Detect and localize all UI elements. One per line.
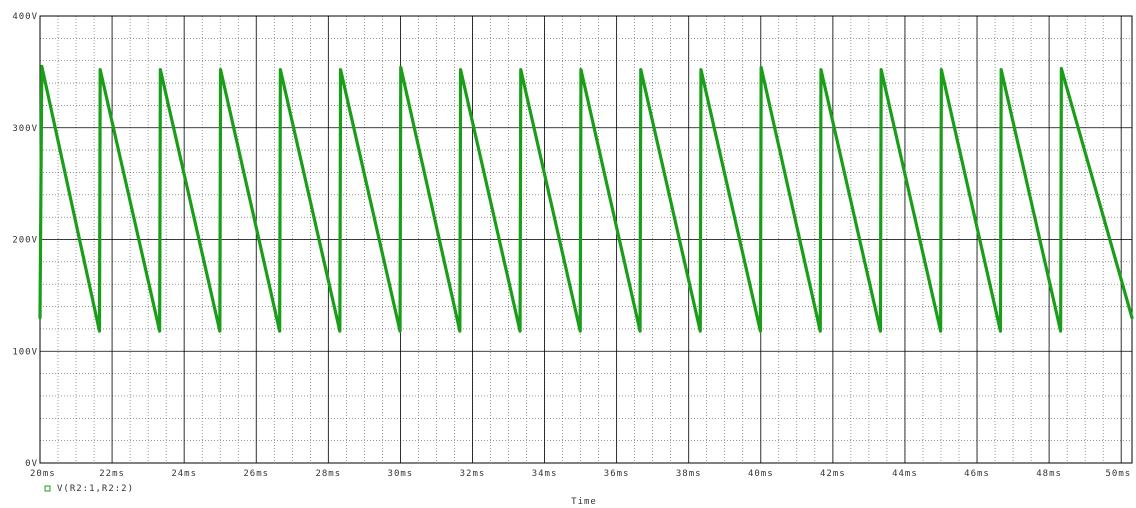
x-tick-label: 22ms: [99, 469, 125, 479]
y-axis-ticks: 0V 100V 200V 300V 400V: [12, 12, 38, 469]
x-tick-label: 30ms: [388, 469, 414, 479]
x-tick-label: 50ms: [1106, 469, 1132, 479]
x-tick-label: 28ms: [315, 469, 341, 479]
x-tick-label: 40ms: [748, 469, 774, 479]
legend-series-label: V(R2:1,R2:2): [57, 484, 134, 494]
x-tick-label: 48ms: [1036, 469, 1062, 479]
x-tick-label: 46ms: [964, 469, 990, 479]
x-tick-label: 38ms: [676, 469, 702, 479]
y-tick-label: 200V: [12, 236, 38, 246]
y-tick-label: 100V: [12, 347, 38, 357]
x-tick-label: 44ms: [892, 469, 918, 479]
x-tick-label: 26ms: [243, 469, 269, 479]
x-axis-label: Time: [571, 497, 597, 507]
legend: V(R2:1,R2:2): [44, 484, 134, 494]
x-tick-label: 34ms: [532, 469, 558, 479]
x-tick-label: 20ms: [30, 469, 56, 479]
series-layer: [38, 64, 1134, 333]
x-tick-label: 32ms: [460, 469, 486, 479]
legend-marker-icon: [44, 485, 51, 492]
series-line: [38, 64, 1134, 333]
x-axis-ticks: 20ms 22ms 24ms 26ms 28ms 30ms 32ms 34ms 36ms 38ms…: [30, 469, 1132, 479]
x-tick-label: 36ms: [604, 469, 630, 479]
y-tick-label: 300V: [12, 124, 38, 134]
y-tick-label: 400V: [12, 12, 38, 22]
x-tick-label: 42ms: [820, 469, 846, 479]
y-tick-label: 0V: [25, 459, 38, 469]
x-tick-label: 24ms: [171, 469, 197, 479]
